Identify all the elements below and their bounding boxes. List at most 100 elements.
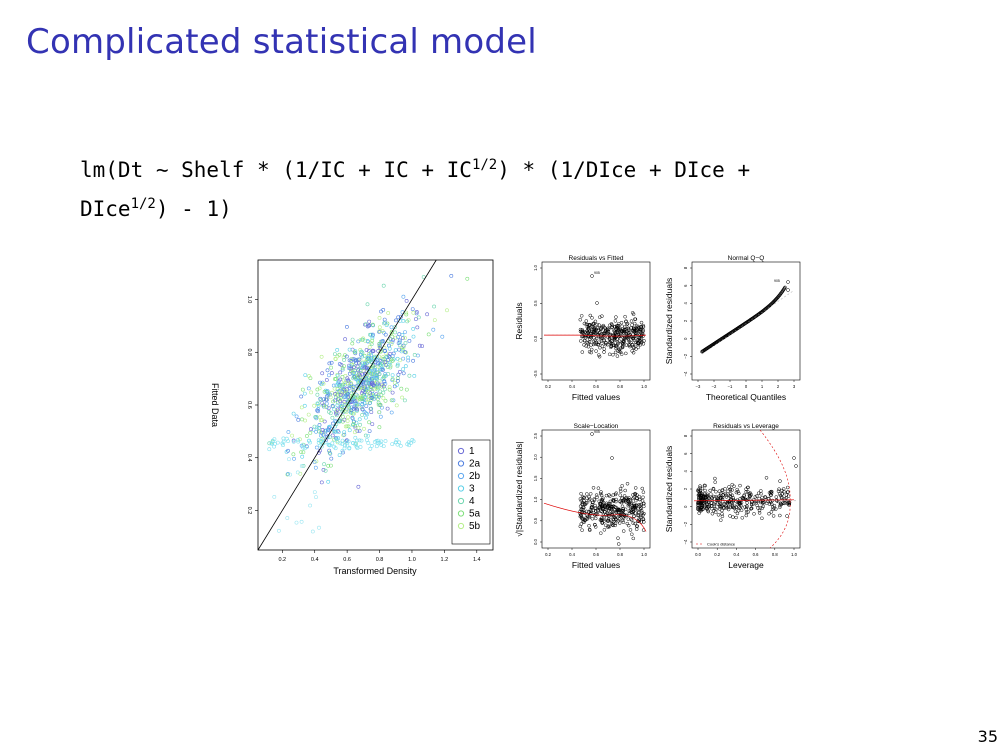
- data-point: [363, 433, 368, 438]
- data-point: [363, 338, 368, 343]
- data-point: [617, 334, 621, 339]
- y-tick-label: −4: [683, 539, 688, 544]
- data-point: [611, 504, 616, 508]
- data-point: [728, 514, 732, 518]
- data-point: [337, 388, 342, 393]
- data-point: [387, 387, 392, 392]
- data-point: [613, 319, 618, 323]
- data-point: [344, 410, 349, 415]
- data-point: [609, 325, 614, 330]
- data-point: [352, 430, 357, 435]
- data-point: [700, 486, 705, 491]
- data-point: [599, 490, 603, 494]
- data-point: [340, 414, 345, 419]
- data-point: [342, 399, 347, 404]
- data-point: [754, 501, 759, 505]
- data-point: [621, 515, 625, 519]
- data-point: [590, 274, 594, 278]
- data-point: [631, 509, 636, 514]
- data-point: [600, 332, 605, 336]
- data-point: [299, 394, 304, 399]
- y-tick-label: 0.5: [533, 517, 538, 523]
- data-point: [294, 414, 299, 419]
- panel-ylabel: √|Standardized residuals|: [514, 441, 524, 537]
- data-point: [389, 357, 394, 362]
- data-point: [378, 389, 383, 394]
- data-point: [394, 383, 399, 387]
- data-point: [599, 326, 603, 330]
- data-point: [352, 411, 356, 416]
- data-point: [599, 339, 604, 343]
- data-point: [600, 504, 605, 509]
- page-number: 35: [977, 727, 998, 746]
- data-point: [292, 456, 296, 461]
- data-point: [403, 350, 407, 354]
- data-point: [357, 386, 362, 391]
- data-point: [578, 329, 583, 334]
- data-point: [334, 439, 339, 443]
- data-point: [627, 343, 631, 347]
- point-label: 905: [594, 430, 600, 434]
- data-point: [737, 491, 741, 496]
- data-point: [614, 346, 618, 351]
- data-point: [330, 427, 335, 432]
- data-point: [632, 321, 637, 326]
- data-point: [345, 419, 350, 423]
- data-point: [354, 438, 359, 443]
- data-point: [425, 312, 430, 317]
- data-point: [786, 280, 790, 284]
- data-point: [608, 323, 612, 327]
- data-point: [324, 401, 329, 406]
- data-point: [379, 382, 384, 387]
- data-point: [378, 402, 383, 407]
- data-point: [629, 518, 634, 522]
- data-point: [360, 413, 365, 417]
- data-point: [735, 511, 740, 516]
- data-point: [612, 515, 617, 519]
- legend-marker: [457, 447, 465, 455]
- data-point: [337, 384, 342, 389]
- data-point: [580, 500, 585, 505]
- data-point: [594, 336, 599, 341]
- data-point: [598, 491, 603, 496]
- data-point: [370, 422, 375, 427]
- data-point: [609, 345, 613, 350]
- data-point: [753, 495, 758, 499]
- formula-exponent-2: 1/2: [130, 196, 156, 212]
- data-point: [333, 357, 338, 362]
- data-point: [634, 334, 638, 338]
- data-point: [588, 337, 592, 342]
- data-point: [347, 445, 352, 450]
- data-point: [374, 376, 379, 380]
- data-point: [618, 493, 622, 497]
- data-point: [411, 358, 416, 363]
- x-tick-label: 0.4: [733, 552, 739, 557]
- data-point: [387, 346, 392, 351]
- data-point: [602, 331, 606, 335]
- data-point: [327, 448, 332, 453]
- data-point: [310, 529, 315, 534]
- y-tick-label: 1.5: [533, 475, 538, 481]
- data-point: [345, 402, 350, 407]
- data-point: [320, 401, 325, 405]
- data-point: [635, 513, 640, 518]
- data-point: [758, 505, 762, 510]
- data-point: [406, 358, 411, 363]
- data-point: [395, 356, 400, 361]
- data-point: [334, 391, 339, 396]
- data-point: [786, 490, 790, 494]
- data-point: [583, 518, 587, 523]
- data-point: [329, 360, 334, 365]
- data-point: [620, 504, 625, 509]
- data-point: [314, 459, 319, 464]
- data-point: [308, 430, 313, 435]
- data-point: [358, 373, 362, 378]
- data-point: [360, 350, 365, 355]
- data-point: [367, 429, 372, 434]
- x-tick-label: 0.4: [569, 552, 575, 557]
- data-point: [338, 370, 343, 375]
- data-point: [588, 313, 593, 318]
- data-point: [397, 370, 402, 374]
- data-point: [579, 491, 583, 496]
- data-point: [745, 501, 749, 505]
